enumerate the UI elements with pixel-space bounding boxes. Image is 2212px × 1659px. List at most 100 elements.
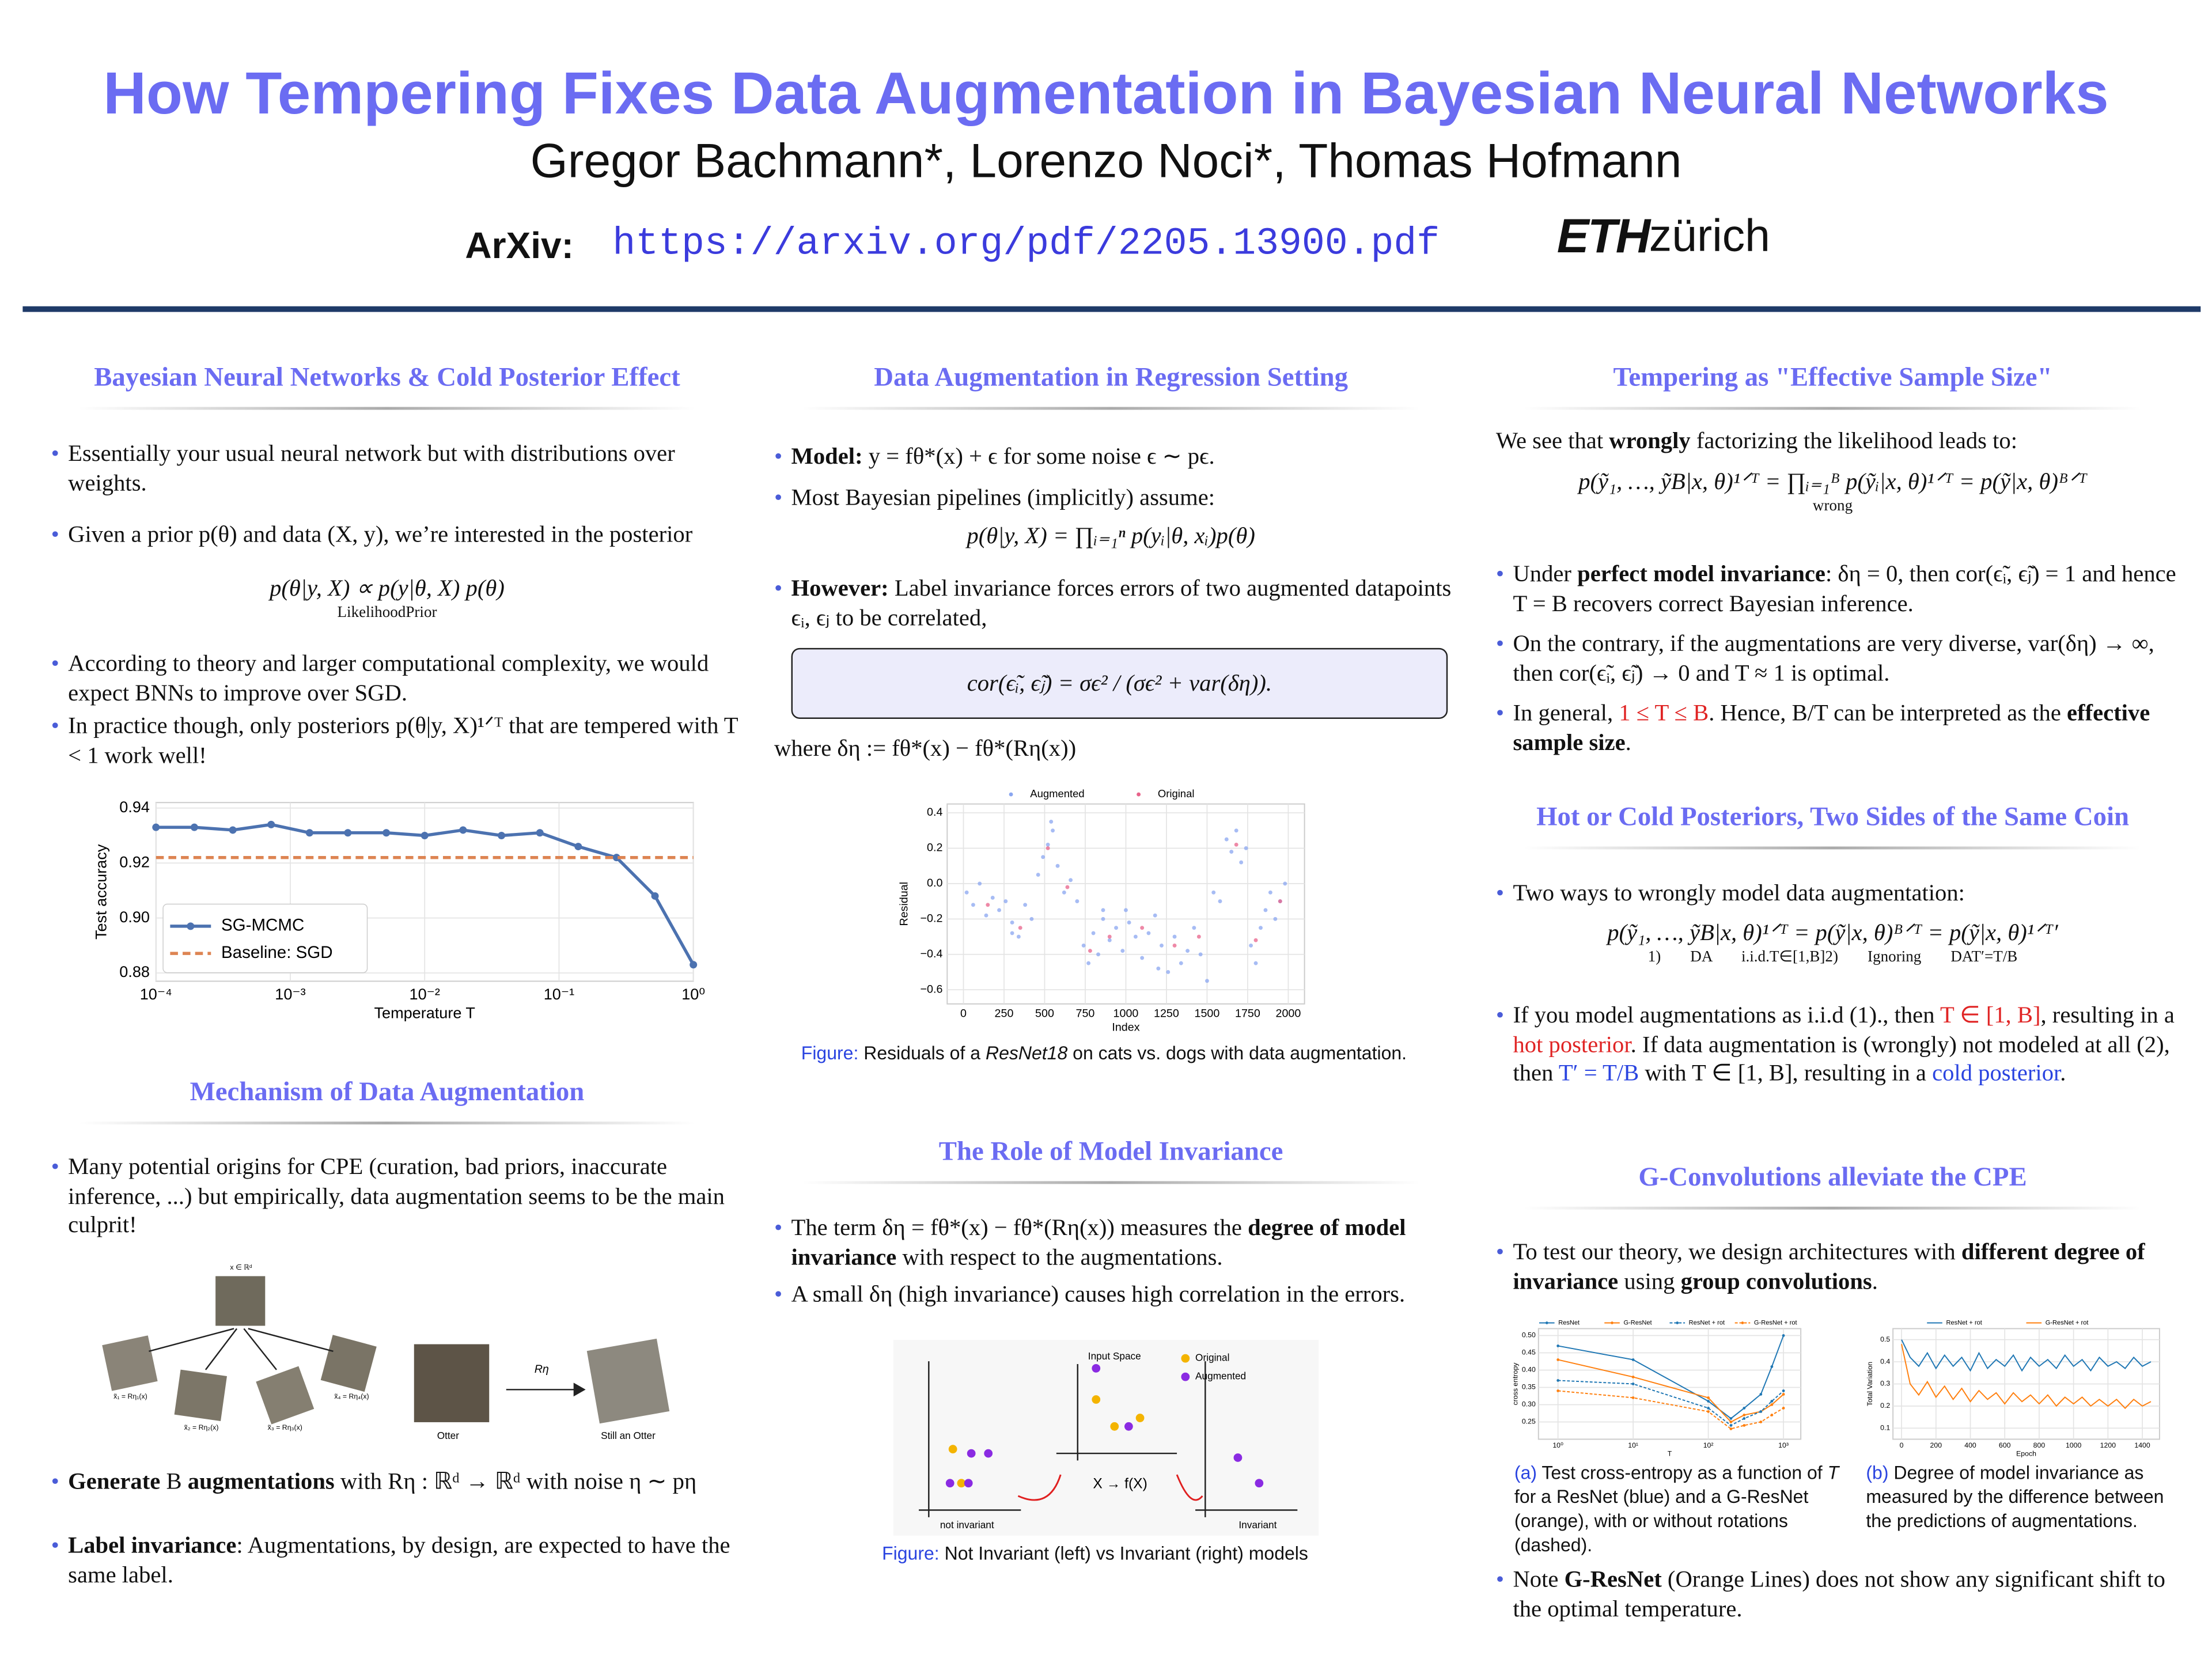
boxed-equation: cor(ϵ̃ᵢ, ϵ̃ⱼ) = σϵ² / (σϵ² + var(δη)).: [791, 647, 1448, 719]
y-tick-label: 0.2: [1880, 1402, 1890, 1410]
text-run: Test cross-entropy as a function of: [1537, 1461, 1828, 1483]
point: [1249, 943, 1253, 948]
x-tick-label: 1250: [1154, 1007, 1179, 1020]
bullet: If you model augmentations as i.i.d (1).…: [1496, 1001, 2187, 1088]
text-run: Label invariance: [68, 1531, 237, 1559]
marker: [1729, 1424, 1733, 1427]
text-run: perfect model invariance: [1577, 560, 1825, 588]
point: [1010, 931, 1014, 935]
section-heading: Hot or Cold Posteriors, Two Sides of the…: [1536, 802, 2130, 832]
paragraph: where δη := fθ*(x) − fθ*(Rη(x)): [774, 734, 1448, 763]
point: [1046, 846, 1050, 850]
text-run: Most Bayesian pipelines (implicitly) ass…: [791, 483, 1215, 511]
logo: ETH: [1556, 210, 1650, 264]
equation: p(θ|y, X) = ∏ᵢ₌₁ⁿ p(yᵢ|θ, xᵢ)p(θ): [774, 522, 1448, 551]
marker: [382, 829, 391, 837]
x-tick-label: 10⁻¹: [544, 985, 574, 1003]
x-tick-label: 1000: [1113, 1007, 1139, 1020]
point: [1263, 908, 1268, 912]
y-tick-label: 0.40: [1522, 1366, 1536, 1374]
x-tick-label: 10⁰: [681, 985, 705, 1003]
arxiv-link: https://arxiv.org/pdf/2205.13900.pdf: [612, 224, 1440, 267]
text-run: In practice though, only posteriors p(θ|…: [68, 711, 738, 768]
label: Augmented: [1195, 1370, 1246, 1382]
point: [1172, 934, 1177, 939]
image: [320, 1335, 377, 1392]
poster-title: How Tempering Fixes Data Augmentation in…: [103, 59, 2109, 127]
dots: [945, 1364, 1264, 1488]
label: x̃₁ = Rη₁(x): [113, 1392, 147, 1400]
marker: [1770, 1414, 1774, 1416]
text-run: (b): [1866, 1461, 1889, 1483]
text-run: effective sample size: [1513, 699, 2150, 755]
x-tick-label: 500: [1035, 1007, 1054, 1020]
x-tick-label: 0: [960, 1007, 967, 1020]
text-run: Given a prior p(θ) and data (X, y), we’r…: [68, 520, 693, 548]
point: [1003, 899, 1008, 904]
x-tick-label: 0: [1900, 1441, 1904, 1449]
section-heading: Tempering as "Effective Sample Size": [1613, 363, 2052, 393]
bullet: Essentially your usual neural network bu…: [51, 440, 740, 498]
point: [1065, 885, 1070, 889]
x-tick-label: 10²: [1703, 1441, 1714, 1449]
x-tick-label: 250: [995, 1007, 1014, 1020]
point: [1049, 819, 1054, 824]
legend-label: Augmented: [1030, 787, 1084, 800]
point: [1046, 842, 1050, 847]
marker: [1729, 1421, 1733, 1423]
point: [1211, 890, 1216, 895]
figure-caption: Figure: Residuals of a ResNet18 on cats …: [801, 1041, 1468, 1065]
legend-swatch: [1741, 1321, 1744, 1324]
point: [1055, 863, 1060, 868]
text-run: Two ways to wrongly model data augmentat…: [1513, 879, 1965, 906]
point: [1069, 878, 1073, 882]
text-run: ResNet18: [985, 1042, 1068, 1064]
point: [1239, 860, 1244, 865]
text-run: Generate: [68, 1467, 161, 1495]
marker: [1707, 1410, 1710, 1413]
point: [1062, 890, 1066, 895]
legend-label: G-ResNet: [1623, 1319, 1652, 1326]
marker: [1707, 1407, 1710, 1410]
x-axis-label: T: [1668, 1450, 1672, 1458]
marker: [459, 826, 467, 834]
y-tick-label: 0.45: [1522, 1349, 1536, 1357]
text-run: B: [160, 1467, 188, 1495]
y-axis-label: cross entropy: [1512, 1362, 1520, 1406]
marker: [305, 829, 313, 837]
equation-text: p(θ|y, X) = ∏ᵢ₌₁ⁿ p(yᵢ|θ, xᵢ)p(θ): [967, 521, 1255, 549]
bullet: Two ways to wrongly model data augmentat…: [1496, 879, 2187, 908]
authors: Gregor Bachmann*, Lorenzo Noci*, Thomas …: [530, 134, 1682, 189]
text-run: Essentially your usual neural network bu…: [68, 440, 675, 496]
bullet: Under perfect model invariance: δη = 0, …: [1496, 560, 2187, 618]
annotation: 2) Ignoring DA: [1825, 948, 1972, 965]
equation-text: p(ỹ₁, …, ỹB|x, θ)¹ᐟᵀ = ∏ᵢ₌₁ᴮ p(ỹᵢ|x, θ)¹…: [1578, 468, 2087, 495]
label: not invariant: [940, 1519, 994, 1531]
marker: [1556, 1344, 1560, 1347]
text-run: According to theory and larger computati…: [68, 649, 709, 706]
x-tick-label: 750: [1076, 1007, 1095, 1020]
point: [1088, 949, 1092, 953]
annotation: T′=T/B: [1971, 948, 2018, 965]
line: [1558, 1380, 1784, 1426]
text-run: using: [1618, 1267, 1681, 1294]
annotations: wrong: [1496, 497, 2169, 516]
heading-rule: [802, 1181, 1419, 1184]
text-run: augmentations: [187, 1467, 335, 1495]
y-axis-label: Test accuracy: [92, 844, 109, 940]
y-axis-label: Total Variation: [1866, 1362, 1874, 1406]
point: [1273, 916, 1278, 921]
point: [1196, 934, 1201, 939]
text-run: with respect to the augmentations.: [896, 1243, 1223, 1270]
marker: [574, 843, 582, 851]
point: [1218, 899, 1222, 904]
legend-label: Original: [1158, 787, 1195, 800]
x-tick-label: 10⁻²: [410, 985, 440, 1003]
annotation: 1) DA i.i.d.: [1647, 948, 1770, 965]
bullet: In general, 1 ≤ T ≤ B. Hence, B/T can be…: [1496, 699, 2187, 757]
point: [1185, 949, 1190, 953]
point: [1253, 938, 1258, 942]
point: [997, 908, 1001, 912]
marker: [1707, 1396, 1710, 1399]
text-run: Not Invariant (left) vs Invariant (right…: [939, 1543, 1308, 1565]
